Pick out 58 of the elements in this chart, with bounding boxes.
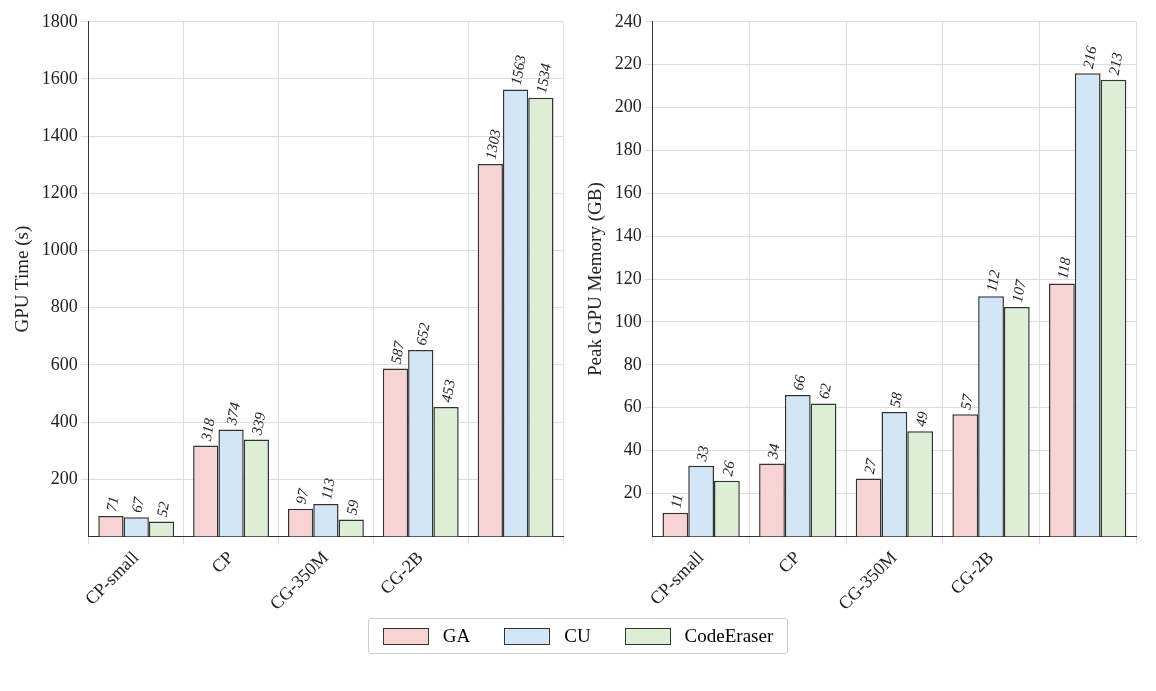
y-tick-label: 80 [623,353,642,374]
data-label: 1534 [533,61,555,95]
y-axis-title: GPU Time (s) [11,225,34,333]
data-label: 107 [1009,277,1029,304]
x-tick-label: CP [774,547,804,577]
y-tick-label: 1800 [41,10,78,31]
data-label: 318 [197,416,218,443]
data-label: 453 [438,378,458,404]
legend-label: CU [564,625,591,647]
y-tick-label: 40 [623,439,642,460]
data-label: 59 [343,498,362,517]
data-label: 26 [719,459,738,478]
data-label: 213 [1105,51,1126,77]
data-label: 339 [248,410,269,437]
data-label: 49 [912,409,931,428]
y-tick-label: 1200 [41,182,78,203]
data-label: 52 [153,500,173,519]
y-tick-label: 800 [50,296,78,317]
data-label: 1303 [482,128,504,161]
data-label: 374 [223,400,244,427]
data-label: 33 [693,444,712,464]
data-label: 97 [292,486,312,506]
y-tick-label: 400 [50,410,78,431]
data-label: 66 [789,373,809,392]
y-tick-label: 20 [623,482,642,503]
data-label: 1563 [507,53,529,87]
y-axis-title: Peak GPU Memory (GB) [584,182,607,376]
y-tick-label: 120 [614,267,642,288]
legend-label: CodeEraser [684,625,774,647]
y-tick-label: 100 [614,310,642,331]
y-tick-label: 200 [50,467,78,488]
x-tick-label: CP [207,547,238,577]
y-tick-label: 1400 [41,124,78,145]
data-label: 67 [128,494,148,514]
data-label: 118 [1054,255,1074,280]
y-tick-label: 180 [614,139,642,160]
data-label: 216 [1079,44,1100,70]
data-label: 11 [667,492,686,510]
data-label: 62 [815,381,835,400]
data-label: 34 [764,441,783,461]
y-tick-label: 160 [614,182,642,203]
y-tick-label: 140 [614,224,642,245]
y-tick-label: 1600 [41,67,78,88]
data-label: 113 [318,476,338,501]
y-tick-label: 200 [614,96,642,117]
data-label: 652 [412,321,433,347]
data-label: 57 [957,391,977,411]
y-tick-label: 60 [623,396,642,417]
y-tick-label: 240 [614,10,642,31]
y-tick-label: 600 [50,353,78,374]
y-tick-label: 220 [614,53,642,74]
y-tick-label: 1000 [41,239,78,260]
data-label: 58 [886,390,906,409]
legend-label: GA [442,625,471,647]
data-label: 27 [860,456,880,476]
data-label: 587 [387,338,408,366]
data-label: 71 [103,495,122,513]
data-label: 112 [983,268,1003,293]
